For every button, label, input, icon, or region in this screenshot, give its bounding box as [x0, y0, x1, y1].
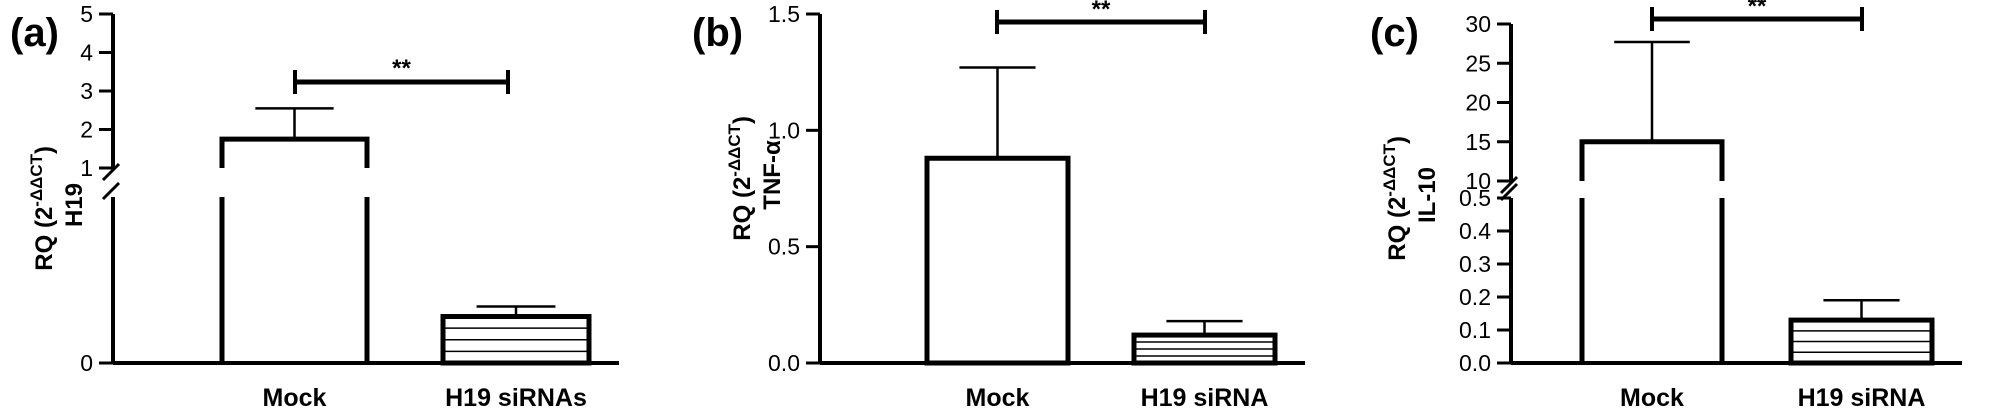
panel-c-plot: 0.0 0.1 0.2 0.3 0.4 0.510 15 20 25 30 Mock H19 siRN…: [1459, 0, 1962, 409]
panel-a-y-axis-label: RQ (2-ΔΔCT) H19: [27, 139, 88, 270]
panel-b-y-axis-label-main: RQ (2: [729, 177, 756, 241]
panel-b-bar-2: [1131, 332, 1278, 366]
panel-c-label: (c): [1370, 11, 1419, 55]
panel-b-y-axis-label-gene: TNF-α: [759, 140, 786, 210]
panel-a-bar-2: [440, 314, 592, 366]
panel-a-y-tick-label: 3: [80, 78, 93, 104]
panel-a-bar-1-upper: [219, 136, 370, 168]
panel-a-label: (a): [10, 11, 59, 55]
panel-b-y-axis-label-sup: -ΔΔCT: [725, 123, 744, 176]
panel-b: (b) RQ (2-ΔΔCT) TNF-α 0.0 0.5 1.0 1.5 Mock H1…: [692, 0, 1305, 409]
panel-a-plot: 0 1 2 3 4 5 Mock H19 siRNAs **: [80, 1, 619, 409]
panel-c-y-tick-label: 0.1: [1459, 317, 1491, 343]
panel-c-y-tick-label: 0.0: [1459, 350, 1491, 376]
panel-a-y-axis-label-main: RQ (2: [31, 207, 58, 271]
panel-a-y-axis-label-sup: -ΔΔCT: [27, 153, 46, 206]
panel-b-significance-label: **: [1092, 0, 1111, 23]
panel-a-axis-break-mark: [101, 181, 121, 201]
panel-c-y-tick-label: 0.2: [1459, 284, 1491, 310]
panel-c-y-tick-label: 15: [1465, 129, 1491, 155]
panel-c-bar-1-lower: [1579, 198, 1725, 363]
panel-c-significance-label: **: [1748, 0, 1767, 20]
panel-b-y-tick-label: 0.0: [768, 350, 800, 376]
panel-c-y-axis-label: RQ (2-ΔΔCT) IL-10: [1380, 129, 1441, 260]
panel-a-bar-1: [219, 136, 370, 363]
panel-c-y-tick-label: 20: [1465, 90, 1491, 116]
panel-c-bar-1-upper: [1579, 139, 1725, 181]
panel-b-y-tick-label: 1.5: [768, 1, 800, 27]
panel-b-bar-1: [924, 155, 1071, 366]
panel-c-bar-2: [1788, 317, 1935, 366]
panel-c-y-axis-label-sup: -ΔΔCT: [1380, 143, 1399, 196]
panel-a-y-axis-label-close: ): [31, 146, 58, 154]
panel-a-bar-1-lower: [219, 197, 370, 363]
panel-c-axis-break-mark: [1499, 175, 1519, 195]
panel-c-y-axis-label-close: ): [1384, 136, 1411, 144]
panel-a-y-tick-label: 4: [80, 40, 93, 66]
panel-c-category-label-2: H19 siRNA: [1798, 384, 1926, 409]
panel-b-category-label-2: H19 siRNA: [1141, 384, 1269, 409]
panel-b-y-axis-label: RQ (2-ΔΔCT) TNF-α: [725, 109, 786, 240]
panel-c-y-tick-label: 0.3: [1459, 251, 1491, 277]
panel-b-bar-1-rect: [924, 155, 1071, 366]
panel-a-category-label-2: H19 siRNAs: [445, 384, 587, 409]
panel-b-category-label-1: Mock: [966, 384, 1030, 409]
panel-b-plot: 0.0 0.5 1.0 1.5 Mock H19 siRNA **: [768, 0, 1305, 409]
panel-a-category-label-1: Mock: [263, 384, 327, 409]
panel-a-axis-break-mark: [101, 162, 121, 182]
panel-c-category-label-1: Mock: [1620, 384, 1684, 409]
panel-c-y-tick-label: 25: [1465, 50, 1491, 76]
panel-a-y-tick-label: 2: [80, 117, 93, 143]
panel-c-y-tick-label: 0.4: [1459, 218, 1491, 244]
panel-b-y-axis-label-close: ): [729, 116, 756, 124]
panel-a-y-tick-label: 0: [80, 350, 93, 376]
panel-a-y-axis-label-gene: H19: [61, 183, 88, 227]
panel-b-label: (b): [692, 11, 743, 55]
panel-c-y-tick-label: 0.5: [1459, 185, 1491, 211]
panel-b-y-tick-label: 1.0: [768, 117, 800, 143]
panel-c: (c) RQ (2-ΔΔCT) IL-10 0.0 0.1 0.2 0.3 0.4 0.5…: [1370, 0, 1962, 409]
panel-b-y-tick-label: 0.5: [768, 234, 800, 260]
panel-c-y-tick-label: 30: [1465, 11, 1491, 37]
panel-a-significance-label: **: [392, 55, 411, 82]
panel-a-y-tick-label: 1: [80, 155, 93, 181]
panel-c-y-axis-label-gene: IL-10: [1414, 167, 1441, 223]
panel-a: (a) RQ (2-ΔΔCT) H19 0 1 2 3 4 5 Mock H19 siRNAs…: [10, 1, 619, 409]
panel-a-y-tick-label: 5: [80, 1, 93, 27]
panel-c-y-axis-label-main: RQ (2: [1384, 197, 1411, 261]
panel-c-y-tick-label: 10: [1465, 168, 1491, 194]
panel-c-bar-1: [1579, 139, 1725, 363]
